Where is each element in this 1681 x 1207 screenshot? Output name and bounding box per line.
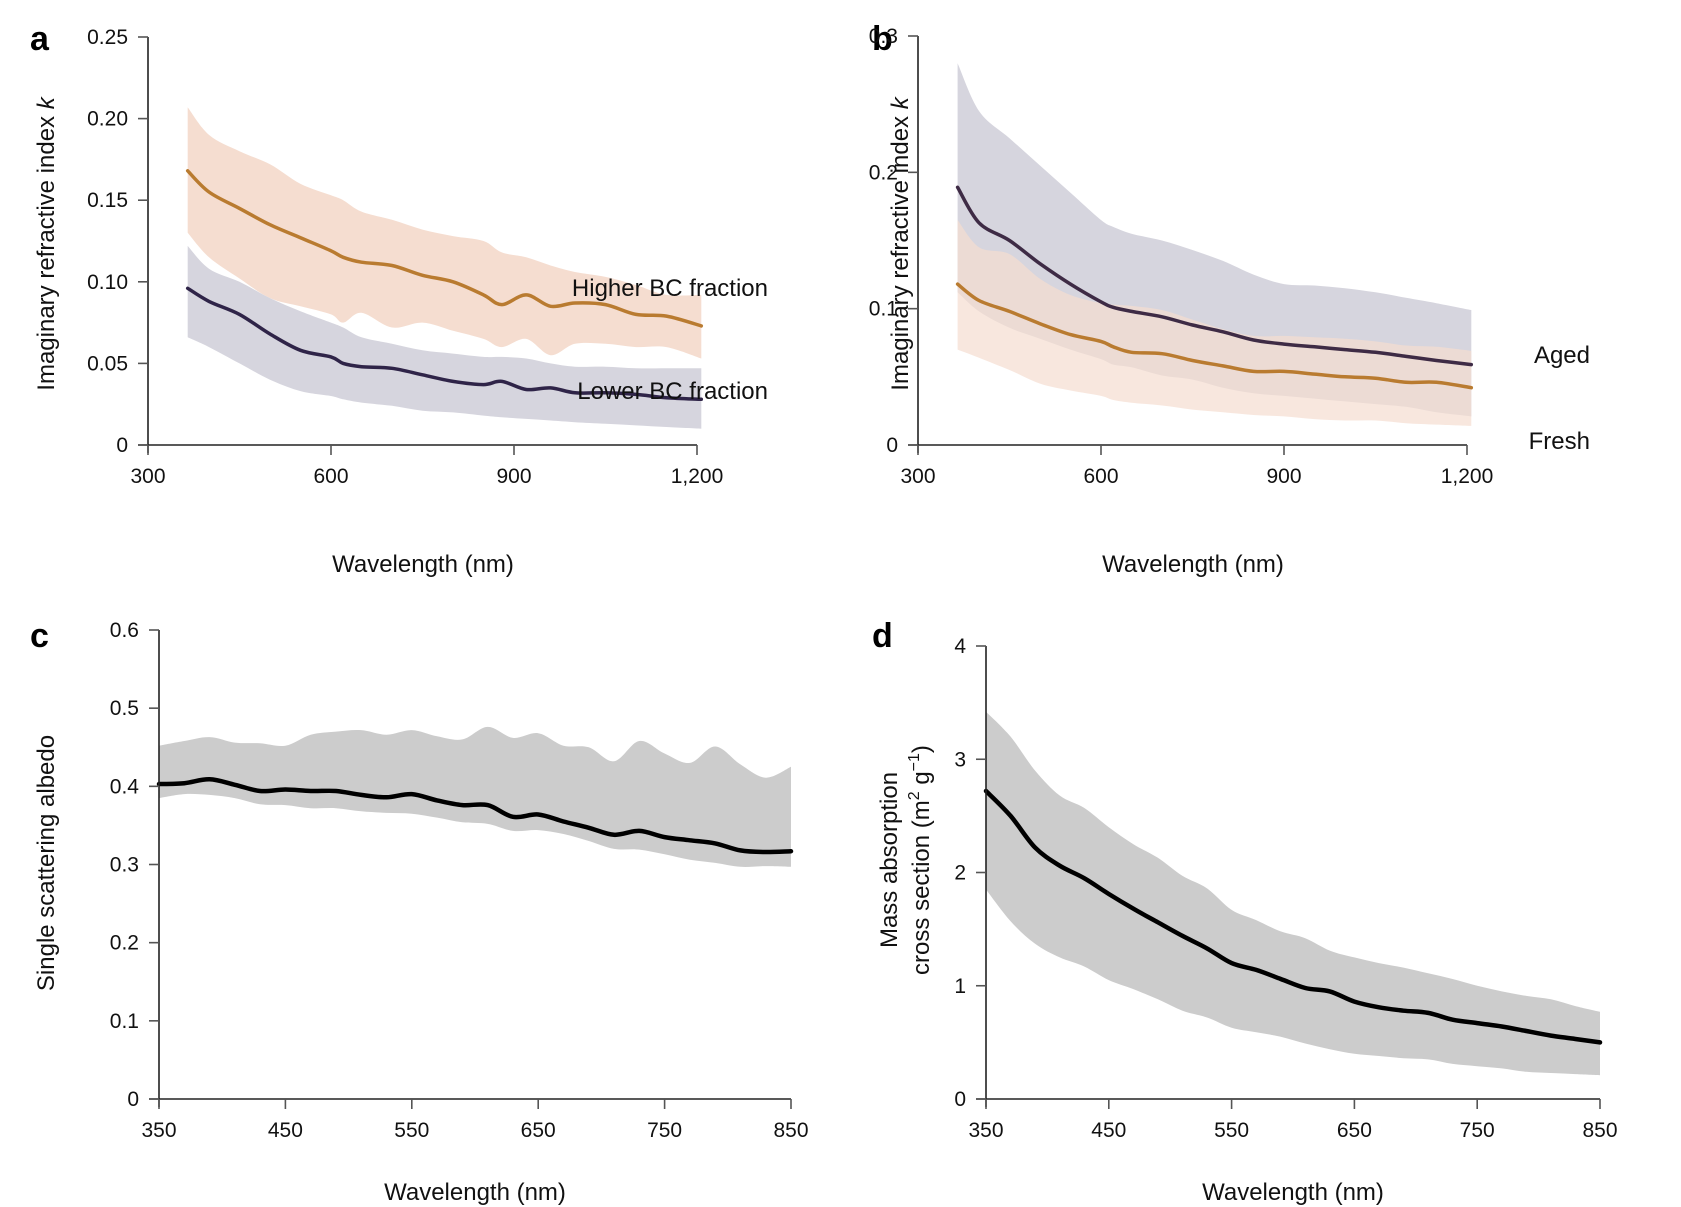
- panel-c-x-axis-title: Wavelength (nm): [384, 1179, 566, 1206]
- panel-b-x-tick-labels: 300 600 900 1,200: [900, 465, 1493, 488]
- panel-d-bands: [986, 711, 1600, 1076]
- panel-b-y-tick-label: 0.1: [869, 298, 898, 321]
- panel-b-bands: [957, 63, 1472, 426]
- panel-c-x-tick-labels: 350 450 550 650 750 850: [141, 1119, 808, 1142]
- panel-c-y-tick-labels: 0 0.1 0.2 0.3 0.4 0.5 0.6: [110, 619, 140, 1111]
- panel-c-x-tick-label: 650: [521, 1119, 556, 1142]
- panel-d-x-tick-label: 550: [1214, 1119, 1249, 1142]
- panel-a-band-higher-bc-fraction: [187, 107, 702, 359]
- annotation-higher-bc-fraction: Higher BC fraction: [572, 275, 768, 302]
- panel-d-y-tick-label: 4: [954, 635, 966, 658]
- panel-d-x-tick-label: 350: [968, 1119, 1003, 1142]
- panel-b-y-tick-label: 0: [886, 434, 898, 457]
- panel-c-y-tick-label: 0.1: [110, 1010, 139, 1033]
- panel-d-x-tick-label: 750: [1460, 1119, 1495, 1142]
- panel-b-x-tick-label: 300: [900, 465, 935, 488]
- panel-a-x-tick-label: 900: [496, 465, 531, 488]
- panel-a-x-tick-label: 300: [130, 465, 165, 488]
- panel-d-x-tick-label: 450: [1091, 1119, 1126, 1142]
- panel-c: c 350 450 550 650 750 850 0 0.1 0.2 0.3 0.4 0.5 0.6…: [30, 617, 809, 1206]
- panel-d: d 350 450 550 650 750 850 0 1 2 3 4 Wavelength (n…: [872, 617, 1618, 1206]
- panel-a-y-tick-label: 0.20: [87, 108, 128, 131]
- panel-d-y-tick-label: 2: [954, 862, 966, 885]
- panel-b-y-axis-title: Imaginary refractive index k: [887, 95, 914, 390]
- panel-a-y-tick-label: 0.25: [87, 26, 128, 49]
- panel-d-y-tick-label: 0: [954, 1088, 966, 1111]
- panel-d-y-tick-label: 1: [954, 975, 966, 998]
- panel-b-y-tick-label: 0.3: [869, 25, 898, 48]
- panel-d-x-tick-label: 650: [1337, 1119, 1372, 1142]
- panel-c-y-tick-label: 0.4: [110, 775, 140, 798]
- panel-a-axes: [138, 36, 698, 455]
- panel-c-y-tick-label: 0.6: [110, 619, 139, 642]
- panel-letter-a: a: [30, 20, 50, 58]
- panel-a-y-axis-title: Imaginary refractive index k: [33, 95, 60, 390]
- panel-letter-c: c: [30, 617, 49, 655]
- panel-d-x-tick-labels: 350 450 550 650 750 850: [968, 1119, 1617, 1142]
- annotation-fresh: Fresh: [1529, 428, 1590, 455]
- panel-b-y-tick-label: 0.2: [869, 161, 898, 184]
- panel-a-x-tick-labels: 300 600 900 1,200: [130, 465, 723, 488]
- panel-b-x-axis-title: Wavelength (nm): [1102, 551, 1284, 578]
- annotation-aged: Aged: [1534, 342, 1590, 369]
- panel-letter-b: b: [872, 20, 893, 58]
- panel-b-axes: [908, 35, 1468, 455]
- panel-c-band-single-scattering-albedo: [159, 726, 791, 867]
- panel-a-bands: [187, 107, 702, 429]
- panel-b-x-tick-label: 900: [1266, 465, 1301, 488]
- panel-d-y-axis-title-line2: cross section (m2 g−1): [906, 745, 935, 975]
- panel-a-line-higher-bc-fraction: [185, 169, 704, 328]
- panel-c-x-tick-label: 350: [141, 1119, 176, 1142]
- panel-d-band-mass-absorption-cross-section: [986, 711, 1600, 1076]
- panel-c-axes: [149, 629, 792, 1109]
- panel-a-y-tick-label: 0.15: [87, 189, 128, 212]
- panel-a: a 300 600 900 1,200 0 0.05 0.10 0.15 0.20 0.25 W…: [30, 20, 768, 578]
- panel-b-line-aged: [955, 185, 1474, 367]
- panel-d-lines: [983, 788, 1603, 1045]
- panel-a-x-tick-label: 600: [313, 465, 348, 488]
- panel-c-y-tick-label: 0.5: [110, 697, 139, 720]
- panel-c-lines: [156, 777, 794, 855]
- panel-a-y-tick-labels: 0 0.05 0.10 0.15 0.20 0.25: [87, 26, 128, 457]
- panel-b-lines: [955, 185, 1474, 390]
- panel-b-line-fresh: [955, 282, 1474, 390]
- panel-c-y-tick-label: 0.3: [110, 854, 139, 877]
- panel-c-bands: [159, 726, 791, 867]
- panel-a-x-axis-title: Wavelength (nm): [332, 551, 514, 578]
- annotation-lower-bc-fraction: Lower BC fraction: [577, 378, 768, 405]
- panel-d-x-tick-label: 850: [1582, 1119, 1617, 1142]
- panel-a-line-lower-bc-fraction: [185, 286, 704, 402]
- panel-b-x-tick-label: 600: [1083, 465, 1118, 488]
- panel-b: b 300 600 900 1,200 0 0.1 0.2 0.3 Wavelength (…: [869, 20, 1590, 578]
- panel-c-x-tick-label: 750: [647, 1119, 682, 1142]
- panel-c-line-single-scattering-albedo: [156, 777, 794, 855]
- panel-d-y-tick-label: 3: [954, 748, 966, 771]
- panel-c-x-tick-label: 850: [773, 1119, 808, 1142]
- panel-d-line-mass-absorption-cross-section: [983, 788, 1603, 1045]
- panel-b-y-tick-labels: 0 0.1 0.2 0.3: [869, 25, 898, 457]
- panel-d-axes: [976, 645, 1601, 1109]
- panel-c-x-tick-label: 450: [268, 1119, 303, 1142]
- panel-c-y-tick-label: 0: [127, 1088, 139, 1111]
- panel-b-x-tick-label: 1,200: [1441, 465, 1494, 488]
- panel-b-band-fresh: [957, 220, 1472, 426]
- panel-letter-d: d: [872, 617, 893, 655]
- panel-c-y-axis-title: Single scattering albedo: [33, 735, 60, 991]
- panel-a-y-tick-label: 0.10: [87, 271, 128, 294]
- panel-d-y-tick-labels: 0 1 2 3 4: [954, 635, 966, 1111]
- panel-c-x-tick-label: 550: [394, 1119, 429, 1142]
- panel-a-y-tick-label: 0.05: [87, 352, 128, 375]
- panel-d-y-axis-title-line1: Mass absorption: [876, 772, 903, 948]
- panel-a-lines: [185, 169, 704, 402]
- panel-a-band-lower-bc-fraction: [187, 245, 702, 429]
- panel-d-x-axis-title: Wavelength (nm): [1202, 1179, 1384, 1206]
- panel-a-y-tick-label: 0: [116, 434, 128, 457]
- panel-c-y-tick-label: 0.2: [110, 932, 139, 955]
- panel-a-x-tick-label: 1,200: [671, 465, 724, 488]
